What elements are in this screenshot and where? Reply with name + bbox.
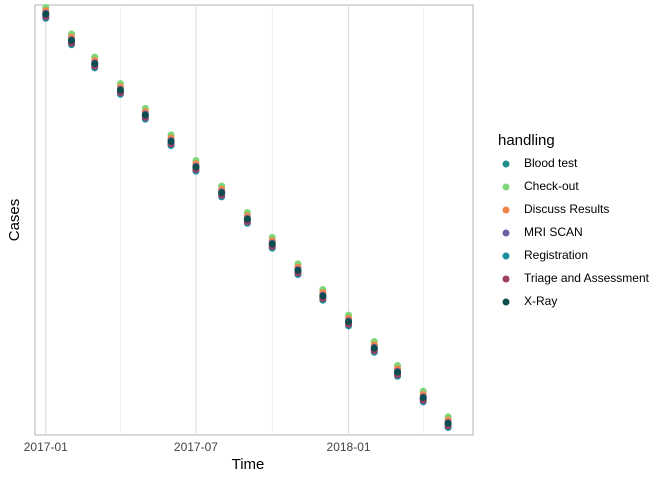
legend-marker <box>502 206 510 214</box>
point <box>91 60 99 68</box>
legend-title: handling <box>498 132 555 149</box>
legend-label: Check-out <box>524 179 579 193</box>
legend-label: Triage and Assessment <box>524 271 650 285</box>
y-axis-title: Cases <box>6 199 23 242</box>
point <box>345 318 353 326</box>
legend-label: Discuss Results <box>524 202 609 216</box>
point <box>42 10 50 18</box>
x-axis-title: Time <box>232 456 265 473</box>
legend-marker <box>502 298 510 306</box>
point <box>218 189 226 197</box>
panel-border <box>34 4 474 436</box>
point <box>167 137 175 145</box>
legend-marker <box>502 252 510 260</box>
point <box>419 394 427 402</box>
point <box>294 266 302 274</box>
point <box>243 215 251 223</box>
legend-label: MRI SCAN <box>524 225 583 239</box>
legend-marker <box>502 229 510 237</box>
point <box>268 240 276 248</box>
point <box>116 86 124 94</box>
x-tick-label: 2018-01 <box>327 440 371 454</box>
point <box>319 292 327 300</box>
point <box>192 163 200 171</box>
point <box>370 344 378 352</box>
point <box>141 111 149 119</box>
legend-marker <box>502 183 510 191</box>
point <box>394 368 402 376</box>
x-tick-label: 2017-01 <box>24 440 68 454</box>
legend-marker <box>502 275 510 283</box>
point <box>444 419 452 427</box>
legend-label: Registration <box>524 248 588 262</box>
legend-marker <box>502 160 510 168</box>
point <box>68 37 75 45</box>
legend-label: X-Ray <box>524 294 557 308</box>
legend-label: Blood test <box>524 156 578 170</box>
x-tick-label: 2017-07 <box>174 440 218 454</box>
